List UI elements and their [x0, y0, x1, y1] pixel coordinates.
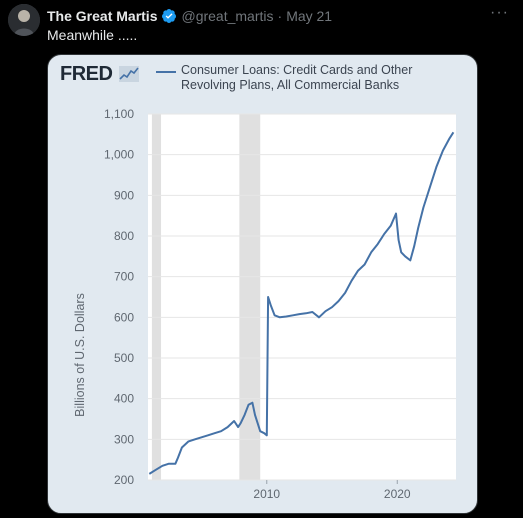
- recession-band: [151, 114, 162, 480]
- author-handle[interactable]: @great_martis: [181, 8, 274, 24]
- chart-plot: 200 300 400 500 600 700 800 900 1,000 1,100 2010 20…: [104, 107, 456, 501]
- chart-image-card[interactable]: FRED Consumer Loans: Credit Cards and Ot…: [47, 54, 478, 514]
- tweet-text: Meanwhile .....: [47, 27, 138, 43]
- y-tick-label: 1,100: [104, 107, 134, 121]
- tweet-date[interactable]: May 21: [286, 8, 333, 24]
- x-tick-label: 2010: [253, 487, 280, 501]
- series-line: [148, 131, 455, 475]
- y-tick-label: 200: [114, 473, 134, 487]
- y-tick-label: 800: [114, 229, 134, 243]
- avatar-portrait-icon: [8, 4, 40, 36]
- y-tick-label: 300: [114, 432, 134, 446]
- y-tick-label: 600: [114, 310, 134, 324]
- y-tick-label: 1,000: [104, 148, 134, 162]
- more-options-icon[interactable]: ···: [490, 4, 509, 21]
- avatar[interactable]: [8, 4, 40, 36]
- y-tick-label: 400: [114, 392, 134, 406]
- fred-logo: FRED: [60, 63, 113, 85]
- spark-line-icon: [119, 66, 139, 82]
- x-tick-label: 2020: [384, 487, 411, 501]
- recession-band: [239, 114, 261, 480]
- legend-series-swatch: [156, 71, 176, 73]
- chart-title: Consumer Loans: Credit Cards and Other R…: [181, 63, 413, 92]
- y-tick-label: 500: [114, 351, 134, 365]
- tweet-header: The Great Martis @great_martis · May 21: [47, 6, 513, 26]
- header-separator: ·: [277, 8, 283, 24]
- plot-area: [148, 114, 456, 480]
- author-name[interactable]: The Great Martis: [47, 8, 158, 24]
- y-tick-label: 700: [114, 270, 134, 284]
- verified-badge-icon: [162, 9, 177, 23]
- y-tick-label: 900: [114, 188, 134, 202]
